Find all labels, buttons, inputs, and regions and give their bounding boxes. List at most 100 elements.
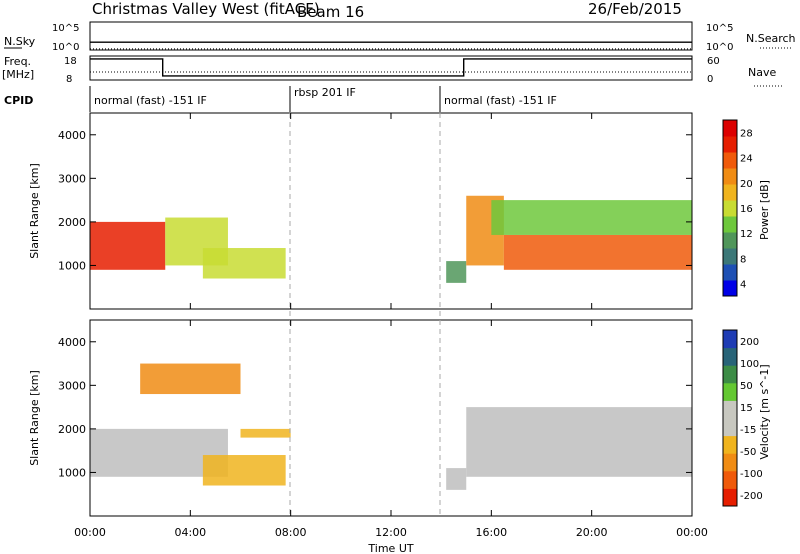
beam-label: Beam 16	[297, 3, 364, 21]
heatmap-region	[240, 428, 291, 438]
colorbar-tick-label: -200	[740, 491, 763, 502]
colorbar-tick-label: 50	[740, 381, 753, 392]
nsearch-tick-bottom: 10^0	[706, 42, 733, 53]
y-tick-label: 1000	[58, 259, 86, 272]
velocity-ylabel: Slant Range [km]	[28, 370, 41, 466]
heatmap-region	[90, 221, 166, 270]
freq-series-line	[90, 58, 692, 77]
y-tick-label: 4000	[58, 129, 86, 142]
colorbar-segment	[723, 264, 737, 281]
y-tick-label: 3000	[58, 379, 86, 392]
colorbar-segment	[723, 365, 737, 384]
freq-tick-top: 18	[64, 56, 77, 67]
colorbar-tick-label: 28	[740, 129, 753, 140]
velocity-y-axis: 1000 2000 3000 4000	[58, 336, 692, 479]
heatmap-region	[446, 468, 467, 490]
power-panel: 1000 2000 3000 4000 Slant Range [km] 28 24 20…	[28, 112, 771, 310]
heatmap-region	[140, 363, 241, 395]
colorbar-tick-label: 15	[740, 403, 753, 414]
power-heatmap-cells	[90, 195, 692, 283]
station-title: Christmas Valley West (fitACF)	[92, 0, 320, 18]
freq-tick-bottom: 8	[66, 74, 72, 85]
colorbar-segment	[723, 488, 737, 507]
colorbar-frame	[722, 119, 738, 297]
nsearch-tick-top: 10^5	[706, 23, 733, 34]
x-tick-label: 00:00	[676, 526, 708, 539]
nave-tick-top: 60	[707, 56, 720, 67]
power-colorbar-label: Power [dB]	[758, 180, 771, 240]
colorbar-tick-label: 100	[740, 359, 759, 370]
velocity-heatmap-cells	[90, 363, 692, 490]
colorbar-tick-label: 4	[740, 279, 746, 290]
y-tick-label: 3000	[58, 172, 86, 185]
y-tick-label: 2000	[58, 216, 86, 229]
colorbar-segment	[723, 470, 737, 489]
x-axis-label: Time UT	[367, 542, 413, 554]
colorbar-tick-label: -100	[740, 469, 763, 480]
colorbar-segment	[723, 382, 737, 401]
cpid-segment-3: normal (fast) -151 IF	[444, 94, 557, 107]
power-y-axis: 1000 2000 3000 4000	[58, 129, 692, 272]
y-tick-label: 2000	[58, 423, 86, 436]
nsky-panel: N.Sky 10^5 10^0 N.Search 10^5 10^0	[4, 21, 796, 53]
nave-tick-bottom: 0	[707, 74, 713, 85]
x-tick-label: 20:00	[576, 526, 608, 539]
cpid-strip: CPID normal (fast) -151 IF rbsp 201 IF n…	[4, 86, 557, 112]
velocity-colorbar-label: Velocity [m s^-1]	[758, 364, 771, 459]
time-x-axis: 00:00 04:00 08:00 12:00 16:00 20:00 00:00	[74, 113, 708, 539]
velocity-colorbar: 200 100 50 15 -15 -50 -100 -200	[722, 329, 763, 507]
colorbar-tick-label: -50	[740, 447, 756, 458]
colorbar-segment	[723, 248, 737, 265]
heatmap-region	[466, 407, 692, 477]
heatmap-region	[202, 455, 286, 486]
nave-label: Nave	[748, 66, 776, 79]
colorbar-tick-label: 8	[740, 254, 746, 265]
colorbar-segment	[723, 216, 737, 233]
nsky-tick-top: 10^5	[52, 23, 79, 34]
x-tick-label: 00:00	[74, 526, 106, 539]
velocity-panel: 1000 2000 3000 4000 Slant Range [km] 200 100…	[28, 319, 771, 517]
colorbar-segment	[723, 120, 737, 137]
colorbar-segment	[723, 200, 737, 217]
colorbar-segment	[723, 400, 737, 419]
colorbar-segment	[723, 453, 737, 472]
freq-label: Freq.	[4, 55, 31, 68]
x-tick-label: 16:00	[475, 526, 507, 539]
cpid-segment-2: rbsp 201 IF	[294, 86, 356, 99]
colorbar-segment	[723, 232, 737, 249]
colorbar-tick-label: 12	[740, 229, 753, 240]
colorbar-tick-label: 20	[740, 179, 753, 190]
date-label: 26/Feb/2015	[588, 0, 682, 18]
power-ylabel: Slant Range [km]	[28, 163, 41, 259]
x-tick-label: 04:00	[174, 526, 206, 539]
freq-panel: Freq. [MHz] 18 8 60 0 Nave	[2, 55, 784, 87]
heatmap-region	[491, 200, 692, 235]
power-colorbar: 28 24 20 16 12 8 4	[722, 119, 753, 297]
colorbar-frame	[722, 329, 738, 507]
colorbar-segment	[723, 136, 737, 153]
heatmap-region	[446, 261, 467, 283]
freq-unit-label: [MHz]	[2, 68, 34, 81]
colorbar-tick-label: 16	[740, 204, 753, 215]
colorbar-segment	[723, 330, 737, 349]
colorbar-segment	[723, 280, 737, 297]
nsky-label: N.Sky	[4, 35, 36, 48]
colorbar-segment	[723, 168, 737, 185]
colorbar-segment	[723, 152, 737, 169]
heatmap-region	[503, 234, 692, 270]
nsky-tick-bottom: 10^0	[52, 42, 79, 53]
y-tick-label: 1000	[58, 466, 86, 479]
colorbar-segment	[723, 184, 737, 201]
y-tick-label: 4000	[58, 336, 86, 349]
x-tick-label: 12:00	[375, 526, 407, 539]
colorbar-tick-label: -15	[740, 425, 756, 436]
colorbar-segment	[723, 347, 737, 366]
heatmap-region	[202, 248, 286, 279]
colorbar-tick-label: 24	[740, 154, 753, 165]
mode-change-lines	[289, 113, 441, 516]
nsearch-label: N.Search	[746, 32, 796, 45]
cpid-label: CPID	[4, 94, 33, 107]
cpid-segment-1: normal (fast) -151 IF	[94, 94, 207, 107]
colorbar-tick-label: 200	[740, 337, 759, 348]
